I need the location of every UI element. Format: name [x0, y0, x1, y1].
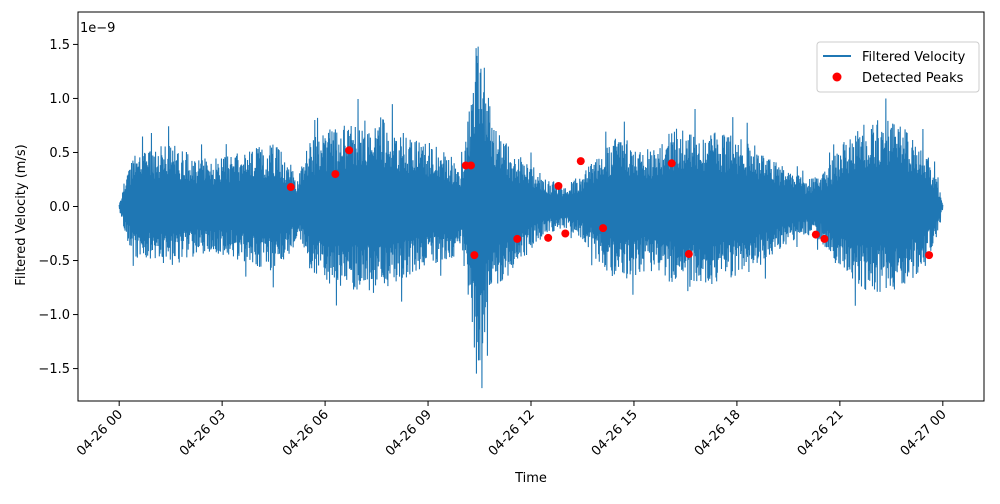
- x-axis-ticks: 04-26 00 04-26 03 04-26 06 04-26 09 04-26 12…: [74, 401, 950, 459]
- legend: Filtered Velocity Detected Peaks: [816, 41, 980, 93]
- peak-point: [667, 159, 676, 168]
- x-tick-label: 04-26 15: [589, 407, 641, 459]
- y-tick-label: −0.5: [38, 254, 70, 269]
- legend-label-peaks: Detected Peaks: [862, 71, 964, 86]
- y-axis-ticks: 1.5 1.0 0.5 0.0 −0.5 −1.0 −1.5: [38, 38, 78, 377]
- y-tick-label: −1.0: [38, 308, 70, 323]
- y-axis-offset-label: 1e−9: [80, 21, 115, 36]
- y-tick-label: 1.0: [49, 92, 70, 107]
- peak-point: [286, 183, 295, 192]
- x-tick-label: 04-26 00: [74, 407, 126, 459]
- peak-point: [513, 234, 522, 243]
- peak-point: [470, 251, 479, 260]
- peak-point: [599, 224, 608, 233]
- velocity-series: [118, 46, 944, 389]
- x-tick-label: 04-26 06: [280, 407, 332, 459]
- x-axis-label: Time: [514, 471, 547, 486]
- x-tick-label: 04-27 00: [898, 407, 950, 459]
- legend-dot-marker: [832, 72, 842, 82]
- peak-point: [811, 230, 820, 239]
- x-tick-label: 04-26 18: [692, 407, 744, 459]
- x-tick-label: 04-26 12: [486, 407, 538, 459]
- detected-peaks: [286, 146, 934, 260]
- y-axis-label: Filtered Velocity (m/s): [14, 144, 29, 285]
- peak-point: [345, 146, 354, 155]
- legend-label-velocity: Filtered Velocity: [862, 50, 966, 65]
- y-tick-label: 0.0: [49, 200, 70, 215]
- y-tick-label: 1.5: [49, 38, 70, 53]
- peak-point: [576, 157, 585, 166]
- peak-point: [561, 229, 570, 238]
- peak-point: [554, 181, 563, 190]
- y-tick-label: 0.5: [49, 146, 70, 161]
- y-tick-label: −1.5: [38, 362, 70, 377]
- peak-point: [544, 233, 553, 242]
- x-tick-label: 04-26 21: [795, 407, 847, 459]
- peak-point: [925, 251, 934, 260]
- velocity-trace: [118, 46, 944, 389]
- legend-box: [816, 41, 980, 93]
- x-tick-label: 04-26 09: [383, 407, 435, 459]
- peak-point: [820, 234, 829, 243]
- peak-point: [331, 170, 340, 179]
- peak-point: [684, 250, 693, 259]
- x-tick-label: 04-26 03: [177, 407, 229, 459]
- peak-point: [466, 161, 475, 170]
